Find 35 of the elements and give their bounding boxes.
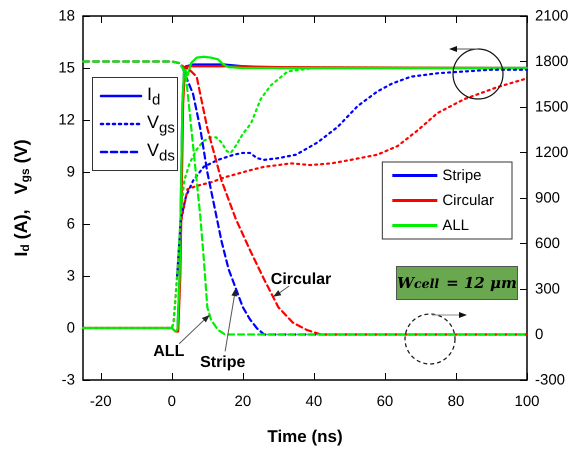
- x-tick-label: 0: [168, 393, 176, 410]
- x-tick-label: -20: [90, 393, 112, 410]
- x-tick-label: 100: [514, 393, 540, 410]
- annotation: V$_{ds}$: [147, 140, 175, 164]
- y-tick-label: 15: [58, 60, 75, 76]
- y-axis-title: Id (A), Vgs (V): [11, 139, 32, 257]
- y2-tick-label: 1800: [535, 53, 568, 70]
- annotation: V$_{gs}$: [147, 112, 175, 136]
- legend-label: Circular: [442, 192, 494, 209]
- y2-tick-label: -300: [535, 372, 566, 388]
- annotation: ALL: [153, 342, 184, 361]
- x-tick-label: 20: [234, 393, 252, 410]
- y2-tick-label: 300: [535, 280, 560, 298]
- y2-tick-label: 900: [535, 190, 560, 206]
- y2-tick-label: 2100: [535, 8, 568, 24]
- y-tick-label: 6: [66, 216, 75, 232]
- x-tick-label: 80: [448, 393, 464, 410]
- legend-label: ALL: [442, 217, 470, 234]
- y2-tick-label: 600: [535, 235, 560, 252]
- y-tick-label: 18: [58, 8, 75, 24]
- annotation: Circular: [270, 270, 332, 289]
- legend-label: Stripe: [442, 167, 482, 184]
- annotation: Stripe: [200, 354, 246, 372]
- y2-tick-label: 1200: [535, 144, 568, 161]
- y-tick-label: 3: [66, 268, 75, 284]
- y-tick-label: 12: [58, 112, 75, 128]
- x-tick-label: 60: [376, 393, 394, 410]
- y-tick-label: 0: [66, 320, 75, 336]
- y2-tick-label: 1500: [535, 98, 568, 116]
- y2-tick-label: 0: [535, 326, 544, 343]
- x-axis-title: Time (ns): [267, 427, 343, 446]
- y-tick-label: -3: [62, 372, 75, 388]
- y-tick-label: 9: [66, 164, 75, 180]
- x-tick-label: 40: [306, 393, 322, 410]
- annotation: I$_{d}$: [147, 84, 160, 108]
